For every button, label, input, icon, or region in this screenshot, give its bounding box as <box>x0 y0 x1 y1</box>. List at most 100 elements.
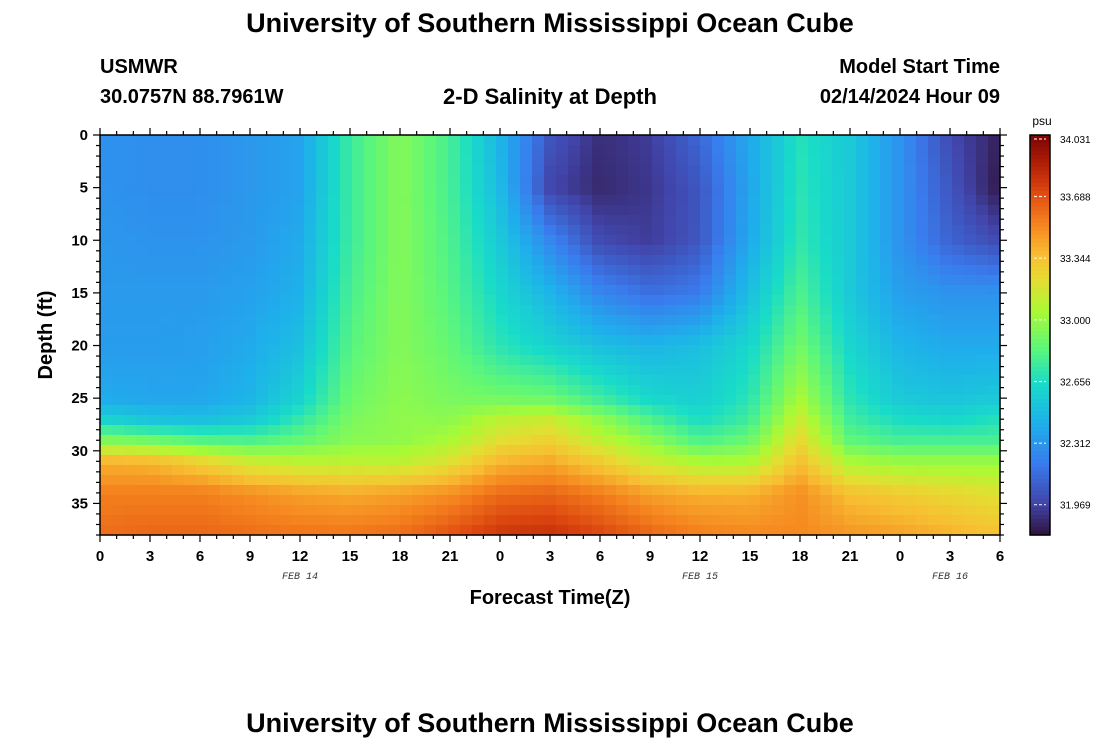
heatmap-cell <box>412 175 425 186</box>
heatmap-cell <box>568 225 581 236</box>
colorbar-band <box>1030 411 1050 416</box>
heatmap-cell <box>880 425 893 436</box>
heatmap-cell <box>664 485 677 496</box>
heatmap-cell <box>952 295 965 306</box>
heatmap-cell <box>160 385 173 396</box>
heatmap-cell <box>652 305 665 316</box>
heatmap-cell <box>412 495 425 506</box>
heatmap-cell <box>448 275 461 286</box>
heatmap-cell <box>172 395 185 406</box>
heatmap-cell <box>364 495 377 506</box>
heatmap-cell <box>640 345 653 356</box>
heatmap-cell <box>868 155 881 166</box>
heatmap-cell <box>544 475 557 486</box>
heatmap-cell <box>796 435 809 446</box>
heatmap-cell <box>568 385 581 396</box>
heatmap-cell <box>700 285 713 296</box>
heatmap-cell <box>100 325 113 336</box>
colorbar-band <box>1030 235 1050 240</box>
heatmap-cell <box>820 305 833 316</box>
heatmap-cell <box>232 285 245 296</box>
heatmap-cell <box>412 525 425 536</box>
heatmap-cell <box>196 265 209 276</box>
heatmap-cell <box>328 195 341 206</box>
colorbar-band <box>1030 363 1050 368</box>
heatmap-cell <box>328 215 341 226</box>
heatmap-cell <box>604 475 617 486</box>
heatmap-cell <box>964 495 977 506</box>
heatmap-cell <box>700 465 713 476</box>
heatmap-cell <box>712 315 725 326</box>
heatmap-cell <box>784 145 797 156</box>
heatmap-cell <box>952 275 965 286</box>
heatmap-cell <box>112 405 125 416</box>
heatmap-cell <box>256 145 269 156</box>
heatmap-cell <box>580 445 593 456</box>
heatmap-cell <box>880 495 893 506</box>
heatmap-cell <box>820 265 833 276</box>
heatmap-cell <box>592 275 605 286</box>
heatmap-cell <box>184 235 197 246</box>
heatmap-cell <box>976 255 989 266</box>
heatmap-cell <box>448 285 461 296</box>
heatmap-cell <box>376 465 389 476</box>
heatmap-cell <box>448 155 461 166</box>
heatmap-cell <box>868 265 881 276</box>
heatmap-cell <box>688 415 701 426</box>
heatmap-cell <box>268 165 281 176</box>
heatmap-cell <box>940 495 953 506</box>
heatmap-cell <box>976 525 989 536</box>
heatmap-cell <box>508 405 521 416</box>
heatmap-cell <box>280 315 293 326</box>
heatmap-cell <box>184 495 197 506</box>
heatmap-cell <box>832 505 845 516</box>
heatmap-cell <box>592 335 605 346</box>
heatmap-cell <box>940 325 953 336</box>
heatmap-cell <box>892 405 905 416</box>
heatmap-cell <box>712 195 725 206</box>
heatmap-cell <box>628 185 641 196</box>
heatmap-cell <box>136 495 149 506</box>
heatmap-cell <box>748 235 761 246</box>
heatmap-cell <box>868 285 881 296</box>
heatmap-cell <box>940 425 953 436</box>
heatmap-cell <box>628 195 641 206</box>
heatmap-cell <box>328 405 341 416</box>
heatmap-cell <box>592 265 605 276</box>
heatmap-cell <box>532 175 545 186</box>
heatmap-cell <box>112 425 125 436</box>
heatmap-cell <box>316 305 329 316</box>
heatmap-cell <box>904 425 917 436</box>
heatmap-cell <box>256 175 269 186</box>
heatmap-cell <box>748 305 761 316</box>
heatmap-cell <box>340 145 353 156</box>
heatmap-cell <box>976 135 989 146</box>
heatmap-cell <box>748 345 761 356</box>
heatmap-cell <box>316 255 329 266</box>
heatmap-cell <box>808 225 821 236</box>
heatmap-cell <box>796 505 809 516</box>
heatmap-cell <box>148 365 161 376</box>
heatmap-cell <box>124 275 137 286</box>
heatmap-cell <box>544 205 557 216</box>
heatmap-cell <box>700 165 713 176</box>
heatmap-cell <box>616 245 629 256</box>
heatmap-cell <box>376 375 389 386</box>
heatmap-cell <box>208 375 221 386</box>
heatmap-cell <box>556 305 569 316</box>
heatmap-cell <box>868 495 881 506</box>
heatmap-cell <box>508 485 521 496</box>
heatmap-cell <box>148 495 161 506</box>
heatmap-cell <box>640 285 653 296</box>
colorbar-band <box>1030 491 1050 496</box>
heatmap-cell <box>628 165 641 176</box>
heatmap-cell <box>208 165 221 176</box>
heatmap-cell <box>184 275 197 286</box>
heatmap-cell <box>856 175 869 186</box>
heatmap-cell <box>916 285 929 296</box>
heatmap-cell <box>808 325 821 336</box>
heatmap-cell <box>148 375 161 386</box>
heatmap-cell <box>892 385 905 396</box>
heatmap-cell <box>928 365 941 376</box>
heatmap-cell <box>820 225 833 236</box>
